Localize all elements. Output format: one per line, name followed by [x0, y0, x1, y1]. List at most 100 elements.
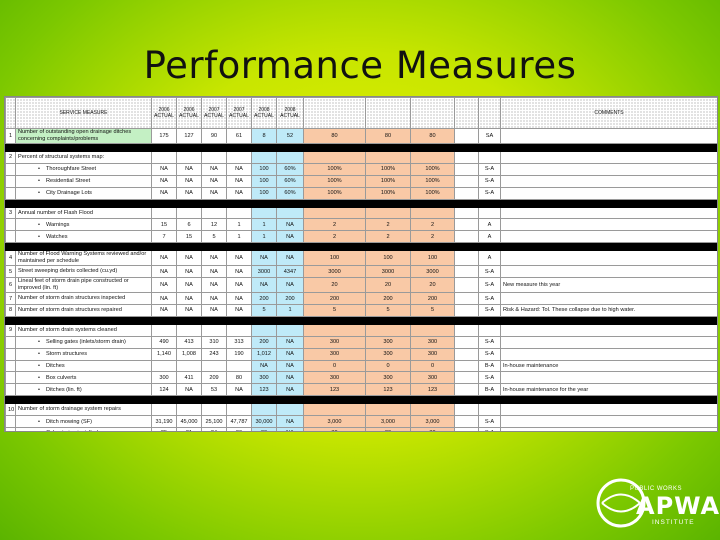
row-value: S-A — [478, 415, 501, 429]
divider-cell — [276, 395, 304, 405]
row-value: 30 — [410, 427, 455, 431]
row-blank-cell — [454, 206, 479, 220]
row-blank-cell — [454, 292, 479, 306]
row-value: 123 — [365, 383, 411, 397]
row-value: 0 — [303, 359, 366, 373]
row-comment — [500, 250, 717, 267]
row-number — [5, 230, 16, 244]
row-value: 300 — [410, 335, 455, 349]
table-row: 1 Number of outstanding open drainage dit… — [5, 128, 717, 144]
row-value: 200 — [410, 292, 455, 306]
table-row: 7 Number of storm drain structures inspec… — [5, 292, 717, 306]
row-value: NA — [226, 174, 252, 188]
divider-cell — [303, 143, 366, 152]
row-number — [5, 174, 16, 188]
row-value: 3,000 — [303, 415, 366, 429]
row-number: 2 — [5, 151, 16, 164]
divider-cell — [226, 395, 252, 405]
row-value: 300 — [365, 335, 411, 349]
row-value: NA — [276, 359, 304, 373]
row-value: 300 — [251, 371, 277, 385]
table-row: 9 Number of storm drain systems cleaned — [5, 323, 717, 337]
row-blank-cell — [454, 250, 479, 267]
divider-cell — [151, 143, 177, 152]
row-comment — [500, 347, 717, 361]
row-blank-cell — [454, 218, 479, 232]
divider-cell — [151, 198, 177, 208]
divider-cell — [151, 242, 177, 252]
row-value: 5 — [303, 304, 366, 317]
row-value: 200 — [251, 292, 277, 306]
row-comment — [500, 415, 717, 429]
table-row: 8 Number of storm drain structures repair… — [5, 304, 717, 317]
row-comment — [500, 128, 717, 144]
row-value: S-A — [478, 292, 501, 306]
row-value: 1,008 — [176, 347, 202, 361]
row-value: 123 — [410, 383, 455, 397]
row-label: Number of outstanding open drainage ditc… — [15, 128, 152, 144]
row-comment — [500, 162, 717, 176]
row-comment — [500, 151, 717, 164]
row-value — [226, 359, 252, 373]
row-value — [201, 359, 227, 373]
divider-cell — [410, 198, 455, 208]
divider-cell — [410, 395, 455, 405]
row-label: Number of storm drain systems cleaned — [15, 323, 152, 337]
divider-cell — [5, 395, 16, 405]
row-value: 5 — [251, 304, 277, 317]
row-value — [276, 323, 304, 337]
row-value: NA — [151, 292, 177, 306]
row-value — [276, 151, 304, 164]
divider-cell — [303, 198, 366, 208]
row-blank-cell — [454, 265, 479, 279]
row-value: NA — [201, 292, 227, 306]
row-value: 1 — [226, 230, 252, 244]
row-value — [176, 206, 202, 220]
row-value — [365, 323, 411, 337]
row-value — [478, 151, 501, 164]
divider-cell — [5, 198, 16, 208]
row-number — [5, 415, 16, 429]
row-value: 3000 — [365, 265, 411, 279]
row-comment — [500, 403, 717, 417]
divider-cell — [303, 315, 366, 325]
header-2007-actual-a: 2007 ACTUAL — [201, 97, 227, 129]
row-label: Box culverts — [15, 371, 152, 385]
table-row: Ditch mowing (SF)31,19045,00025,10047,78… — [5, 415, 717, 429]
divider-cell — [226, 315, 252, 325]
row-label: Number of storm drain structures inspect… — [15, 292, 152, 306]
row-blank-cell — [454, 335, 479, 349]
divider-cell — [226, 198, 252, 208]
row-label: Lineal feet of storm drain pipe construc… — [15, 277, 152, 294]
table-body: 1 Number of outstanding open drainage dit… — [5, 128, 717, 431]
row-comment — [500, 174, 717, 188]
row-label: Ditches — [15, 359, 152, 373]
row-value — [303, 206, 366, 220]
row-value: 1 — [226, 218, 252, 232]
row-value — [151, 323, 177, 337]
divider-cell — [15, 395, 152, 405]
row-number: 5 — [5, 265, 16, 279]
row-number — [5, 162, 16, 176]
row-label: Number of Flood Warning Systems reviewed… — [15, 250, 152, 267]
row-comment — [500, 186, 717, 200]
row-value: 31,190 — [151, 415, 177, 429]
divider-cell — [176, 198, 202, 208]
row-value: 6 — [176, 218, 202, 232]
table-row: 4 Number of Flood Warning Systems reviewe… — [5, 250, 717, 267]
row-value: NA — [151, 174, 177, 188]
row-value: 300 — [410, 347, 455, 361]
row-value: NA — [176, 250, 202, 267]
row-value: NA — [251, 277, 277, 294]
divider-cell — [176, 143, 202, 152]
header-col-7 — [303, 97, 366, 129]
divider-cell — [478, 198, 501, 208]
row-value — [176, 323, 202, 337]
divider-cell — [201, 242, 227, 252]
row-value — [201, 151, 227, 164]
row-value: 300 — [303, 335, 366, 349]
row-value: 127 — [176, 128, 202, 144]
row-value: S-A — [478, 162, 501, 176]
